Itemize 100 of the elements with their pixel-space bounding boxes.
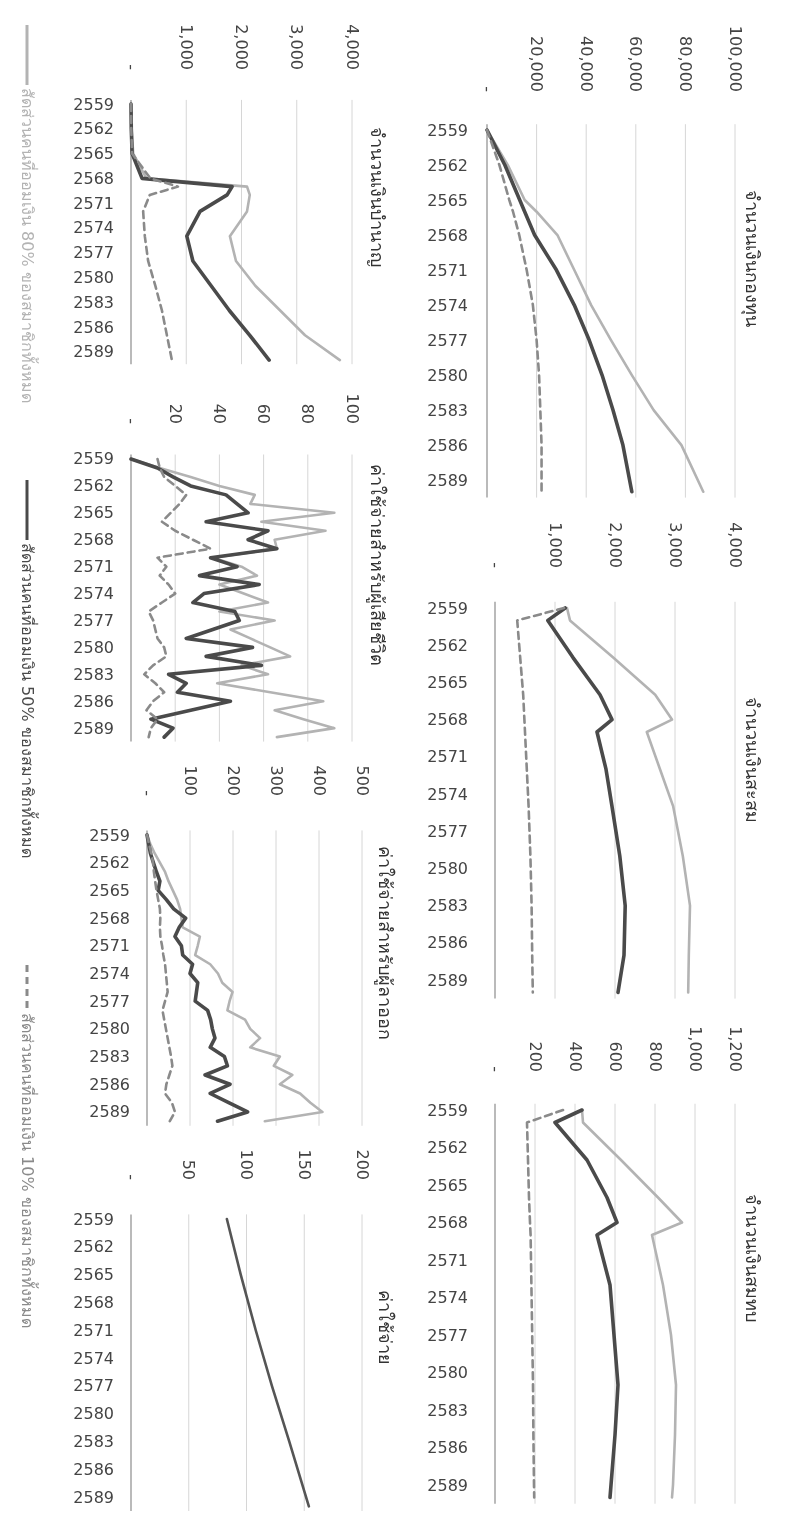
y-tick-label: 2559 xyxy=(73,449,114,469)
y-tick-label: 2562 xyxy=(73,119,114,139)
x-tick-label: 3,000 xyxy=(665,522,685,568)
text: จำนวนเงินบำนาญ xyxy=(366,127,388,267)
y-tick-label: 2568 xyxy=(73,530,114,550)
x-tick-label: - xyxy=(121,64,141,70)
x-tick-label: 1,000 xyxy=(685,1026,705,1072)
y-tick-label: 2580 xyxy=(427,858,468,878)
y-tick-label: 2583 xyxy=(73,664,114,684)
y-tick-label: 2559 xyxy=(89,825,130,845)
x-tick-label: 50 xyxy=(179,1159,199,1180)
x-tick-label: 20,000 xyxy=(527,36,547,92)
x-tick-label: 600 xyxy=(605,1041,625,1072)
y-tick-label: 2568 xyxy=(73,168,114,188)
x-tick-label: - xyxy=(485,1066,505,1072)
y-tick-label: 2580 xyxy=(73,1404,114,1424)
x-tick-label: 40,000 xyxy=(576,36,596,92)
y-tick-label: 2583 xyxy=(427,896,468,916)
line-series xyxy=(485,128,634,494)
y-tick-label: 2559 xyxy=(427,120,468,140)
x-tick-label: 800 xyxy=(645,1041,665,1072)
y-tick-label: 2577 xyxy=(89,991,130,1011)
text: ค่าใช้จ่ายสำหรับผู้เสียชีวิต xyxy=(365,464,388,666)
x-tick-label: 3,000 xyxy=(287,24,307,70)
y-tick-label: 2571 xyxy=(73,1320,114,1340)
y-tick-label: 2562 xyxy=(89,853,130,873)
x-tick-label: 4,000 xyxy=(725,522,745,568)
line-series xyxy=(129,102,180,362)
y-tick-label: 2586 xyxy=(427,933,468,953)
y-tick-label: 2589 xyxy=(73,1487,114,1507)
y-tick-label: 2586 xyxy=(89,1074,130,1094)
text: ค่าใช้จ่ายสำหรับผู้ลาออก xyxy=(373,846,396,1040)
line-series xyxy=(129,457,279,739)
y-tick-label: 2580 xyxy=(73,267,114,287)
x-tick-label: 60 xyxy=(254,403,274,424)
x-tick-label: 1,000 xyxy=(545,522,565,568)
line-series xyxy=(565,606,692,994)
y-tick-label: 2574 xyxy=(73,218,114,238)
y-tick-label: 2586 xyxy=(427,1438,468,1457)
line-series xyxy=(225,1217,311,1508)
y-tick-label: 2589 xyxy=(427,1475,468,1495)
y-tick-label: 2565 xyxy=(427,672,468,692)
x-tick-label: 100 xyxy=(237,1149,256,1180)
line-series xyxy=(145,833,177,1123)
x-tick-label: 100,000 xyxy=(725,25,745,92)
y-tick-label: 2574 xyxy=(427,295,468,315)
y-tick-label: 2574 xyxy=(427,1288,468,1307)
x-tick-label: - xyxy=(477,86,497,92)
y-tick-label: 2580 xyxy=(73,637,114,657)
line-series xyxy=(546,606,627,995)
y-tick-label: 2577 xyxy=(73,610,114,630)
line-series xyxy=(142,457,212,739)
line-series xyxy=(145,833,250,1123)
y-tick-label: 2568 xyxy=(427,225,468,245)
y-tick-label: 2574 xyxy=(89,963,130,983)
y-tick-label: 2577 xyxy=(73,243,114,263)
text: จำนวนเงินกองทุน xyxy=(740,189,763,327)
x-tick-label: 80,000 xyxy=(675,36,695,92)
y-tick-label: 2571 xyxy=(427,1250,468,1270)
y-tick-label: 2583 xyxy=(73,1431,114,1451)
x-tick-label: 4,000 xyxy=(342,24,362,70)
x-tick-label: 300 xyxy=(266,765,286,796)
y-tick-label: 2568 xyxy=(427,1213,468,1232)
y-tick-label: 2589 xyxy=(89,1102,130,1122)
y-tick-label: 2583 xyxy=(73,292,114,312)
y-tick-label: 2568 xyxy=(427,710,468,730)
y-tick-label: 2589 xyxy=(73,718,114,738)
y-tick-label: 2571 xyxy=(73,193,114,213)
x-tick-label: 500 xyxy=(352,765,372,796)
x-tick-label: - xyxy=(121,418,141,424)
x-tick-label: 80 xyxy=(298,403,318,424)
x-tick-label: 20 xyxy=(165,403,185,424)
x-tick-label: - xyxy=(137,790,157,796)
y-tick-label: 2565 xyxy=(73,1265,114,1285)
y-tick-label: 2565 xyxy=(73,503,114,523)
x-tick-label: 40 xyxy=(209,403,229,424)
y-tick-label: 2577 xyxy=(427,330,468,350)
y-tick-label: 2562 xyxy=(427,635,468,655)
y-tick-label: 2589 xyxy=(427,470,468,490)
y-tick-label: 2580 xyxy=(427,365,468,385)
y-tick-label: 2571 xyxy=(427,747,468,767)
text: ค่าใช้จ่าย xyxy=(374,1289,396,1365)
y-tick-label: 2577 xyxy=(427,1325,468,1345)
x-tick-label: 400 xyxy=(565,1041,585,1072)
line-series xyxy=(485,128,543,494)
y-tick-label: 2568 xyxy=(73,1292,114,1312)
y-tick-label: 2574 xyxy=(73,1348,114,1368)
y-tick-label: 2583 xyxy=(89,1047,130,1067)
line-series xyxy=(553,1108,620,1500)
y-tick-label: 2562 xyxy=(73,1237,114,1257)
x-tick-label: 150 xyxy=(294,1149,314,1180)
x-tick-label: 200 xyxy=(352,1149,372,1180)
y-tick-label: 2583 xyxy=(427,1400,468,1420)
line-series xyxy=(525,1108,565,1499)
y-tick-label: 2568 xyxy=(89,908,130,928)
x-tick-label: 200 xyxy=(525,1041,545,1072)
x-tick-label: 2,000 xyxy=(232,24,251,70)
y-tick-label: 2571 xyxy=(89,936,130,956)
y-tick-label: 2562 xyxy=(73,476,114,496)
y-tick-label: 2580 xyxy=(89,1019,130,1039)
